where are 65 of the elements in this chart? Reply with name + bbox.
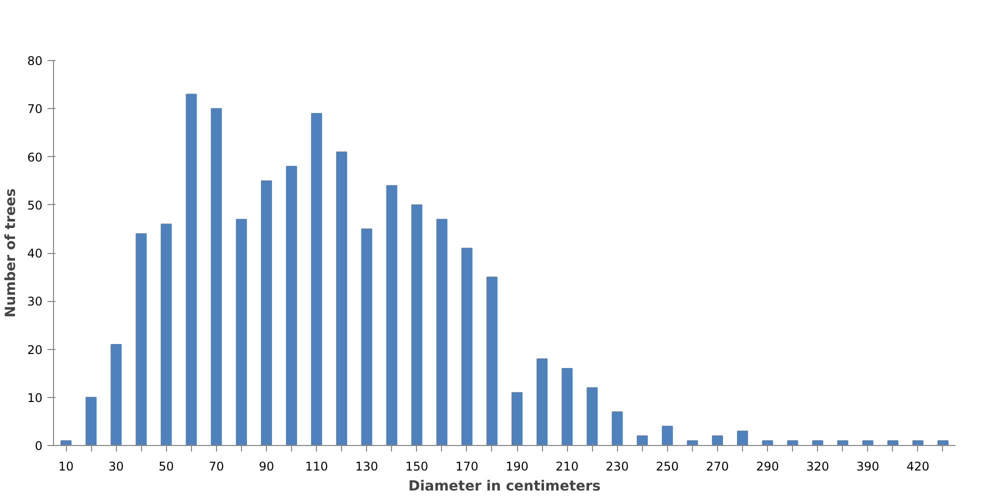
x-tick-label: 250 (656, 460, 679, 474)
bar (536, 358, 548, 446)
bar (336, 151, 348, 446)
x-tick-label: 170 (455, 460, 478, 474)
bar (887, 440, 898, 446)
bar (60, 440, 72, 446)
x-tick-label: 90 (258, 460, 274, 474)
bar (937, 440, 948, 446)
bar (286, 166, 298, 446)
bar (662, 426, 673, 446)
bar (862, 440, 874, 446)
x-tick-label: 320 (806, 460, 830, 474)
y-tick-label: 30 (27, 294, 43, 309)
x-tick-label: 390 (856, 460, 880, 474)
y-tick-label: 70 (27, 102, 43, 116)
x-tick-label: 420 (906, 460, 930, 474)
x-tick-label: 70 (208, 460, 224, 474)
x-tick-label: 230 (606, 460, 629, 474)
bar (636, 435, 648, 446)
y-tick-label: 20 (27, 342, 43, 357)
x-tick-label: 290 (756, 460, 780, 474)
x-tick-label: 50 (158, 460, 174, 474)
bar (110, 344, 122, 446)
bar (512, 392, 523, 446)
bar (762, 440, 774, 446)
bar (260, 180, 272, 446)
y-tick-label: 0 (34, 439, 43, 453)
bar (186, 94, 197, 446)
x-axis-title: Diameter in centimeters (408, 478, 601, 494)
x-tick-label: 30 (108, 460, 124, 474)
bar (837, 440, 848, 446)
x-tick-label: 150 (405, 460, 428, 474)
y-axis-title: Number of trees (3, 188, 20, 318)
y-tick-label: 80 (27, 54, 43, 68)
bar (686, 440, 698, 446)
bar (311, 112, 322, 446)
x-tick-label: 10 (58, 460, 74, 474)
bar (86, 396, 97, 446)
bar (586, 387, 598, 446)
bar (210, 108, 222, 446)
bar (236, 218, 247, 446)
bar (912, 440, 924, 446)
x-tick-label: 270 (706, 460, 729, 474)
bar (812, 440, 824, 446)
bar (612, 411, 623, 446)
y-tick-label: 40 (27, 246, 43, 260)
bar (136, 233, 147, 446)
y-tick-label: 50 (27, 198, 43, 212)
bar (160, 224, 172, 446)
bar (562, 368, 573, 446)
x-tick-label: 210 (556, 460, 579, 474)
x-tick-label: 110 (305, 460, 328, 474)
bar (712, 435, 723, 446)
bar (737, 430, 748, 446)
bar (361, 228, 372, 446)
bar (386, 185, 398, 446)
bar (461, 248, 472, 446)
bar (787, 440, 798, 446)
bar (486, 276, 498, 446)
bar (436, 218, 448, 446)
x-tick-label: 130 (355, 460, 378, 474)
x-tick-label: 190 (506, 460, 528, 474)
y-tick-label: 10 (27, 390, 43, 405)
bar (411, 204, 422, 446)
y-tick-label: 60 (27, 150, 43, 164)
